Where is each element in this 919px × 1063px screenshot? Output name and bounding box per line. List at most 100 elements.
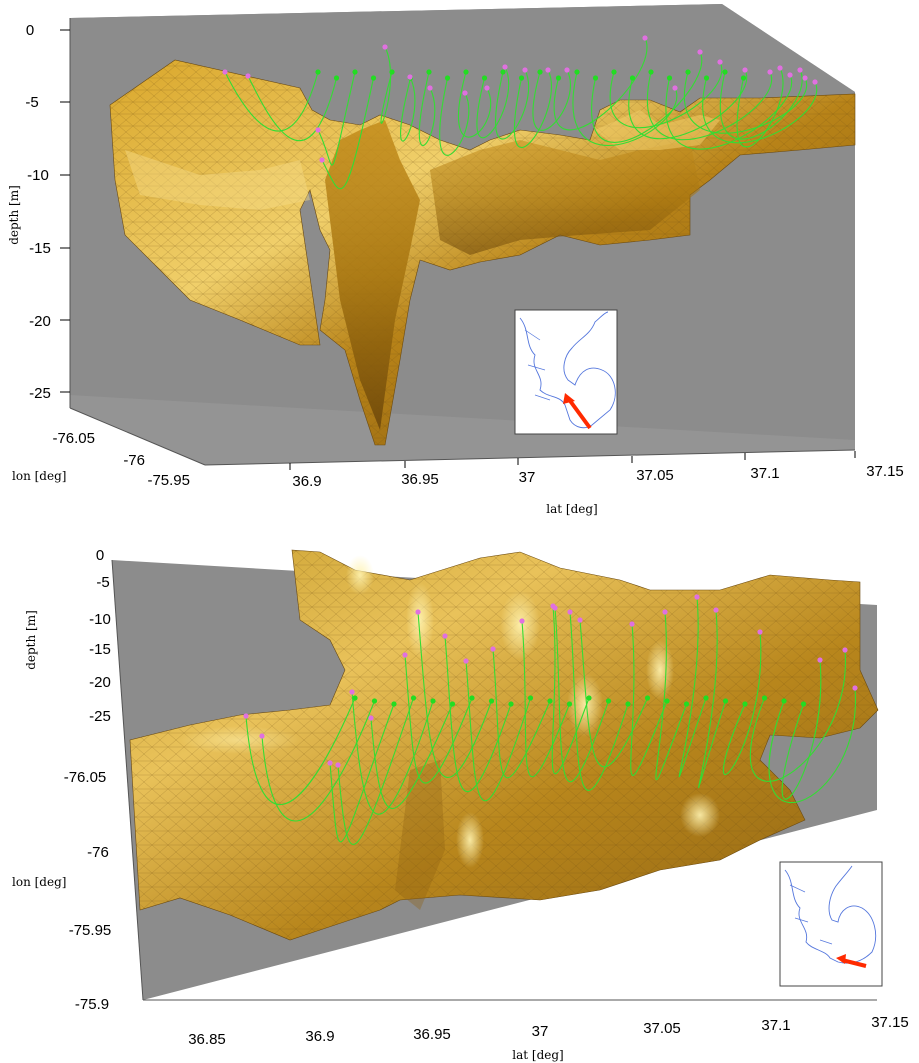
- trajectory-end-marker: [787, 72, 793, 78]
- lon-tick: -75.95: [147, 472, 190, 489]
- trajectory-end-marker: [382, 44, 388, 50]
- trajectory-line: [628, 69, 748, 140]
- lon-axis-bottom: -76.05 -76 -75.95 -75.9 lon [deg]: [12, 769, 111, 1013]
- trajectory-end-marker: [662, 609, 668, 615]
- lat-tick: 37.1: [750, 465, 779, 482]
- trajectory-end-marker: [442, 633, 448, 639]
- trajectory-markers-bottom: [243, 594, 858, 768]
- trajectory-end-marker: [259, 733, 265, 739]
- z-tick: -10: [89, 611, 111, 628]
- z-tick: -10: [27, 167, 49, 184]
- z-tick: -5: [25, 94, 38, 111]
- trajectory-start-marker: [352, 69, 358, 75]
- trajectory-start-marker: [722, 69, 728, 75]
- trajectory-line: [684, 71, 808, 134]
- trajectory-markers-top: [222, 35, 818, 163]
- trajectory-end-marker: [767, 69, 773, 75]
- trajectories-top: [224, 37, 818, 190]
- trajectory-start-marker: [574, 69, 580, 75]
- trajectory-end-marker: [368, 715, 374, 721]
- trajectory-line: [495, 69, 530, 140]
- trajectory-end-marker: [802, 75, 808, 81]
- trajectory-start-marker: [449, 701, 456, 707]
- trajectory-end-marker: [672, 85, 678, 91]
- lon-axis-label: lon [deg]: [12, 875, 66, 889]
- trajectory-line: [553, 37, 648, 131]
- trajectory-line: [781, 659, 822, 800]
- trajectory-end-marker: [552, 605, 558, 611]
- lat-tick: 37.15: [871, 1014, 909, 1031]
- lat-axis-label: lat [deg]: [546, 502, 597, 516]
- trajectory-line: [722, 631, 762, 776]
- trajectory-start-marker: [426, 69, 432, 75]
- trajectory-line: [665, 74, 793, 150]
- trajectory-start-marker: [722, 698, 729, 704]
- trajectory-start-marker: [352, 695, 358, 701]
- trajectory-line: [698, 609, 727, 789]
- trajectory-end-marker: [812, 79, 818, 85]
- trajectory-start-marker: [740, 75, 747, 81]
- lon-tick: -75.9: [75, 996, 109, 1013]
- trajectory-start-marker: [389, 69, 395, 75]
- trajectory-line: [329, 703, 395, 843]
- lat-tick: 37.05: [643, 1020, 681, 1037]
- trajectory-end-marker: [349, 689, 355, 695]
- z-axis-label: depth [m]: [7, 185, 21, 245]
- trajectory-start-marker: [481, 75, 488, 81]
- trajectory-line: [569, 611, 629, 791]
- trajectory-start-marker: [685, 69, 691, 75]
- trajectory-start-marker: [463, 69, 469, 75]
- trajectory-start-marker: [537, 69, 543, 75]
- trajectory-line: [465, 660, 532, 802]
- trajectory-start-marker: [611, 69, 617, 75]
- trajectory-line: [572, 71, 678, 147]
- trajectory-line: [768, 687, 857, 804]
- lat-tick: 36.85: [188, 1031, 226, 1048]
- lat-tick: 37: [519, 469, 536, 486]
- lat-tick: 37: [532, 1023, 549, 1040]
- trajectory-line: [719, 69, 803, 140]
- bathymetry-surface: [109, 59, 856, 446]
- trajectory-line: [444, 635, 512, 792]
- trajectory-end-marker: [427, 85, 433, 91]
- trajectory-start-marker: [781, 698, 787, 704]
- chart-top: 0 -5 -10 -15 -20 -25 depth [m] -76.05 -7…: [0, 0, 919, 530]
- trajectory-start-marker: [508, 701, 514, 707]
- trajectory-line: [678, 596, 707, 778]
- trajectory-line: [609, 61, 723, 129]
- lon-axis-top: -76.05 -76 -75.95 lon [deg]: [12, 430, 190, 489]
- lon-tick: -75.95: [69, 922, 112, 939]
- trajectory-start-marker: [592, 75, 599, 81]
- trajectory-start-marker: [648, 69, 654, 75]
- trajectory-line: [749, 649, 846, 782]
- trajectory-line: [579, 619, 649, 768]
- trajectory-start-marker: [444, 75, 451, 81]
- trajectory-line: [513, 69, 552, 148]
- lon-tick: -76: [123, 452, 145, 469]
- trajectory-start-marker: [315, 69, 321, 75]
- inset-arrow: [841, 958, 867, 968]
- trajectory-line: [591, 51, 703, 143]
- trajectory-end-marker: [222, 69, 228, 75]
- trajectory-start-marker: [371, 698, 378, 704]
- inset-arrow: [566, 396, 592, 430]
- trajectory-start-marker: [430, 698, 436, 704]
- chart-top-svg: 0 -5 -10 -15 -20 -25 depth [m] -76.05 -7…: [7, 4, 904, 516]
- trajectory-end-marker: [842, 647, 848, 653]
- trajectory-end-marker: [777, 65, 783, 71]
- inset-map-top: [514, 309, 618, 435]
- inset-map-bottom: [779, 861, 883, 987]
- lat-tick: 36.9: [292, 473, 321, 490]
- trajectory-end-marker: [522, 67, 528, 73]
- trajectory-line: [245, 697, 356, 806]
- trajectory-start-marker: [391, 701, 397, 707]
- z-tick: -20: [89, 674, 111, 691]
- lat-tick: 36.95: [413, 1026, 451, 1043]
- z-axis-label: depth [m]: [24, 610, 38, 670]
- z-tick: 0: [26, 22, 34, 39]
- lon-tick: -76.05: [64, 769, 107, 786]
- trajectory-line: [337, 697, 415, 845]
- trajectory-end-marker: [817, 657, 823, 663]
- lat-tick: 37.15: [866, 463, 904, 480]
- trajectory-end-marker: [713, 607, 719, 613]
